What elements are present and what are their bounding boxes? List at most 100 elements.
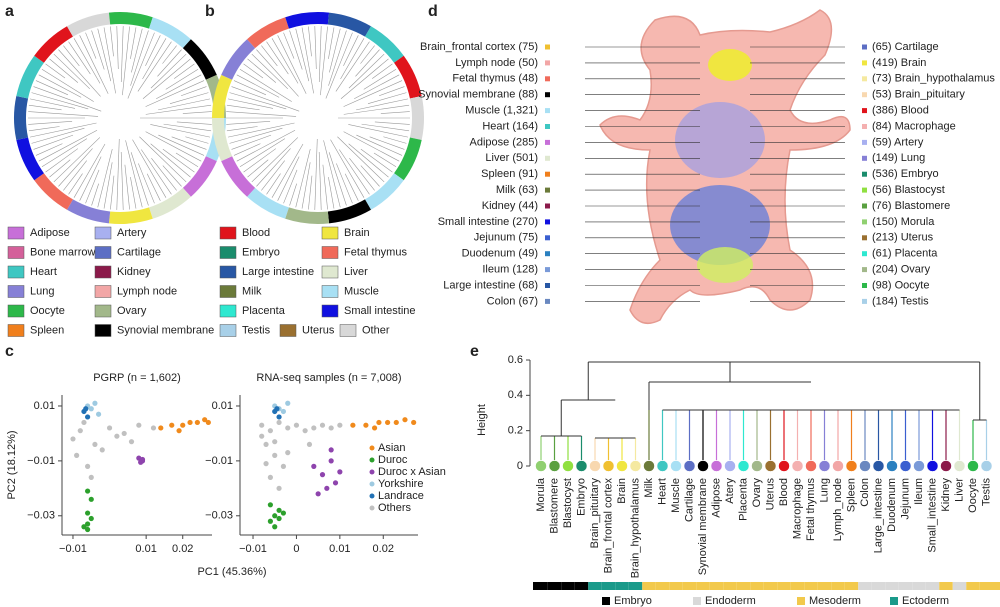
scatter-point [267, 474, 273, 480]
germ-layer-bar [831, 582, 845, 590]
organ-label: (213) Uterus [872, 232, 934, 244]
leaf-label: Adipose [710, 478, 722, 518]
leaf-node [764, 460, 777, 472]
tree-branch [130, 177, 137, 209]
organ-label: Jejunum (75) [474, 232, 538, 244]
tree-branch [343, 104, 410, 115]
legend-label: Testis [242, 324, 271, 336]
tree-branch [33, 86, 102, 112]
germ-layer-bar [871, 582, 886, 590]
organ-dot [545, 298, 550, 304]
scatter-point [74, 452, 80, 458]
legend-marker [369, 481, 375, 487]
tree-branch [247, 159, 269, 178]
ring-segment [34, 26, 74, 63]
ring-segment [364, 26, 404, 63]
legend-label: Artery [117, 227, 147, 239]
organ-dot [862, 187, 867, 193]
leaf-label: Jejunum [899, 478, 911, 520]
leaf-label: Oocyte [967, 478, 979, 513]
scatter-point [92, 441, 98, 448]
tree-branch [169, 92, 209, 104]
leaf-label: Lung [818, 478, 830, 502]
tree-branch [58, 49, 101, 97]
legend-label: Oocyte [30, 305, 65, 317]
tree-branch [330, 139, 365, 198]
tree-branch [145, 35, 161, 67]
x-tick-label: 0.01 [329, 543, 350, 555]
tree-branch [85, 32, 97, 59]
scatter-point [328, 447, 334, 453]
x-tick-label: 0.01 [135, 543, 156, 555]
legend-label: Bone marrow [30, 246, 95, 258]
tree-branch [348, 143, 389, 178]
germ-layer-bar [777, 582, 791, 590]
tree-branch [130, 152, 149, 206]
organ-label: Synovial membrane (88) [418, 89, 538, 101]
tree-branch [231, 86, 300, 112]
scatter-point [138, 459, 144, 465]
leaf-label: Spleen [845, 478, 857, 512]
tree-branch [227, 98, 274, 109]
scatter-point [411, 419, 417, 426]
scatter-point [385, 419, 391, 426]
tree-branch [151, 158, 177, 191]
scatter-point [402, 417, 408, 423]
organ-dot [862, 92, 867, 98]
organ-dot [545, 267, 550, 273]
tree-branch [162, 148, 195, 173]
tree-branch [162, 45, 177, 64]
tree-branch [146, 173, 161, 201]
tree-branch [380, 111, 410, 114]
organ-label: Spleen (91) [481, 168, 538, 180]
germ-layer-bar [750, 582, 764, 590]
leaf-node [832, 460, 844, 472]
legend-swatch [94, 226, 112, 240]
scatter-point [128, 439, 135, 445]
tree-branch [360, 148, 393, 173]
tree-branch [182, 111, 212, 114]
scatter-point [280, 510, 287, 516]
tree-branch [125, 140, 143, 208]
tree-branch [251, 53, 288, 90]
tree-branch [378, 86, 405, 97]
legend-swatch [219, 304, 237, 318]
tree-branch [289, 183, 297, 206]
scatter-point [272, 452, 278, 458]
leaf-node [886, 460, 898, 472]
leaf-label: Brain_hypothalamus [629, 478, 641, 579]
ring-segment [14, 95, 29, 141]
germ-layer-bar [655, 582, 670, 590]
legend-label: Ovary [117, 305, 147, 317]
leaf-node [589, 460, 601, 472]
organ-label: (53) Brain_pituitary [872, 89, 965, 101]
scatter-point [319, 472, 326, 478]
tree-branch [171, 136, 207, 150]
leaf-label: Brain_frontal cortex [602, 478, 614, 574]
legend-swatch [7, 226, 25, 240]
tree-branch [226, 111, 297, 117]
tree-branch [295, 148, 311, 208]
leaf-node [899, 460, 912, 472]
ring-segment [212, 117, 233, 162]
leaf-node [967, 460, 979, 472]
ring-segment [327, 12, 371, 37]
tree-branch [328, 30, 347, 86]
legend-swatch [219, 246, 237, 259]
tree-branch [243, 63, 264, 79]
tree-branch [301, 27, 314, 94]
leaf-label: Cartilage [683, 478, 695, 522]
y-tick-label: −0.01 [205, 455, 233, 467]
panel-label: d [428, 3, 438, 20]
tree-branch [271, 143, 304, 198]
y-tick-label: −0.01 [27, 455, 55, 467]
tree-branch [158, 98, 211, 111]
scatter-point [176, 428, 182, 434]
leaf-label: Testis [980, 478, 992, 507]
tree-branch [79, 156, 102, 201]
legend-label: Mesoderm [809, 595, 861, 607]
legend-label: Landrace [378, 490, 424, 502]
scatter-point [276, 414, 282, 420]
legend-label: Fetal thymus [344, 246, 407, 258]
scatter-point [274, 406, 280, 412]
